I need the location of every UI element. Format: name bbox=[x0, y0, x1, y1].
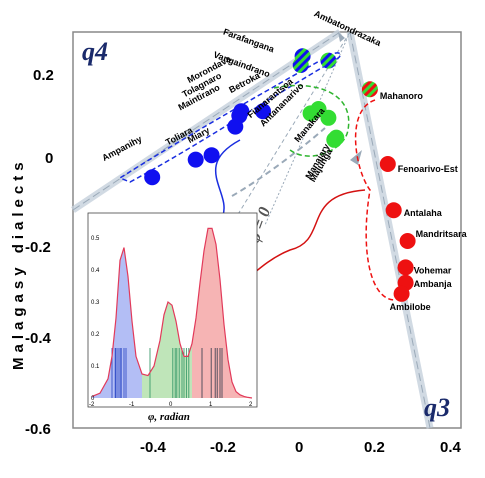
x-tick-1: -0.2 bbox=[210, 439, 236, 456]
point-ambilobe bbox=[393, 285, 410, 302]
label-mahanoro: Mahanoro bbox=[380, 91, 424, 101]
inset-y-tick-2: 0.3 bbox=[91, 300, 100, 306]
y-tick-4: -0.6 bbox=[25, 421, 51, 438]
phi-zero-line-2 bbox=[264, 31, 351, 226]
q3-label: q3 bbox=[424, 393, 450, 422]
point-manakara bbox=[320, 109, 337, 126]
point-betroka bbox=[255, 103, 271, 120]
inset-y-tick-3: 0.2 bbox=[91, 332, 100, 338]
label-vohemar: Vohemar bbox=[414, 265, 452, 275]
point-morondava bbox=[233, 103, 250, 120]
point-miary bbox=[203, 147, 220, 164]
green-cluster-outline bbox=[273, 84, 350, 157]
y-tick-2: -0.2 bbox=[25, 239, 51, 256]
point-ambatondrazaka bbox=[320, 52, 337, 69]
label-mandritsara: Mandritsara bbox=[416, 229, 468, 239]
point-majunga bbox=[328, 129, 345, 146]
y-tick-1: 0 bbox=[45, 150, 53, 167]
inset-x-tick-3: 1 bbox=[209, 402, 213, 408]
inset-region-2 bbox=[192, 228, 252, 398]
x-tick-3: 0.2 bbox=[364, 439, 385, 456]
density-curve bbox=[91, 227, 253, 399]
point-antalaha bbox=[385, 202, 402, 219]
inset-y-tick-0: 0.5 bbox=[91, 236, 100, 242]
inset-y-tick-4: 0.1 bbox=[91, 364, 100, 370]
point-toliara bbox=[187, 151, 204, 168]
label-ambilobe: Ambilobe bbox=[390, 302, 431, 312]
y-tick-3: -0.4 bbox=[25, 330, 52, 347]
label-ambanja: Ambanja bbox=[414, 279, 453, 289]
point-vohemar bbox=[397, 259, 414, 276]
inset-x-tick-1: -1 bbox=[129, 402, 135, 408]
phi-arc bbox=[231, 127, 326, 197]
inset-density-chart: -2 -1 0 1 2 0.5 0.4 0.3 0.2 0.1 0 φ, radian bbox=[87, 212, 258, 423]
point-vangaindrano bbox=[292, 57, 309, 73]
red-cluster-outline bbox=[354, 99, 396, 301]
q4-label: q4 bbox=[82, 37, 108, 66]
inset-y-tick-1: 0.4 bbox=[91, 268, 100, 274]
label-farafangana: Farafangana bbox=[222, 27, 277, 55]
inset-x-label: φ, radian bbox=[148, 411, 190, 423]
inset-x-tick-2: 0 bbox=[169, 402, 173, 408]
x-tick-0: -0.4 bbox=[140, 439, 167, 456]
x-tick-2: 0 bbox=[295, 439, 303, 456]
point-ampanihy bbox=[144, 169, 161, 186]
inset-y-tick-5: 0 bbox=[91, 396, 95, 402]
point-mandritsara bbox=[399, 233, 416, 249]
y-axis-label: Malagasy dialects bbox=[10, 157, 27, 370]
plot-frame bbox=[72, 31, 462, 429]
label-antalaha: Antalaha bbox=[404, 208, 443, 218]
q3-axis-line bbox=[349, 31, 431, 429]
x-tick-4: 0.4 bbox=[440, 439, 462, 456]
inset-x-tick-4: 2 bbox=[249, 402, 253, 408]
label-fenoarivo-est: Fenoarivo-Est bbox=[398, 164, 458, 174]
point-mahanoro bbox=[361, 81, 378, 98]
inset-region-0 bbox=[92, 247, 142, 398]
point-fenoarivo-est bbox=[379, 156, 396, 172]
points-layer bbox=[144, 48, 416, 302]
label-ampanihy: Ampanihy bbox=[100, 134, 143, 163]
inset-x-tick-0: -2 bbox=[89, 402, 95, 408]
y-tick-0: 0.2 bbox=[33, 67, 54, 84]
blue-cluster-outline bbox=[118, 52, 342, 183]
inset-ticks: -2 -1 0 1 2 0.5 0.4 0.3 0.2 0.1 0 bbox=[89, 236, 253, 408]
